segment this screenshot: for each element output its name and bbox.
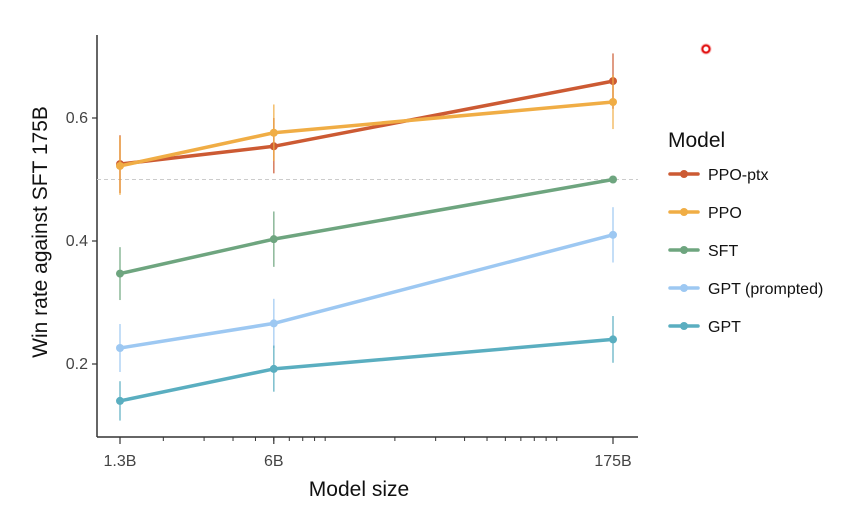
data-point-ppo [609,98,617,107]
y-tick-label: 0.2 [66,356,88,373]
data-point-gpt [609,335,617,344]
legend-label-ppo-ptx: PPO-ptx [708,167,768,184]
x-tick-label: 6B [264,453,284,470]
data-point-sft [269,235,278,244]
y-tick-label: 0.4 [66,233,88,250]
data-point-ppo [116,161,124,170]
plot-area: 0.2 0.4 0.6 1.3B 6B 175B [66,35,638,470]
legend-marker-ppo-ptx [680,170,688,178]
legend-marker-gpt [680,322,688,330]
series-line-sft [118,177,615,276]
data-point-gpt-prompted [609,230,617,239]
x-axis-title: Model size [309,478,409,501]
legend: PPO-ptx PPO SFT GPT (prompted) GPT [668,167,823,336]
legend-marker-ppo [680,208,688,216]
data-point-gpt-prompted [116,344,124,353]
legend-marker-sft [680,246,688,254]
series-line-gpt [118,337,615,403]
legend-label-ppo: PPO [708,205,742,222]
legend-label-gpt-prompted: GPT (prompted) [708,281,823,298]
data-point-sft [609,175,617,184]
data-point-gpt-prompted [269,319,278,328]
x-tick-label: 1.3B [104,453,137,470]
data-point-ppo [269,128,278,137]
y-axis-title: Win rate against SFT 175B [29,106,52,358]
data-point-gpt [269,364,278,373]
data-point-gpt [116,396,124,405]
y-tick-label: 0.6 [66,110,88,127]
data-point-sft [116,269,124,278]
legend-label-sft: SFT [708,243,738,260]
cursor-indicator [700,43,712,55]
series-line-gpt-prompted [118,233,615,350]
x-tick-label: 175B [594,453,631,470]
legend-marker-gpt-prompted [680,284,688,292]
legend-label-gpt: GPT [708,319,741,336]
legend-title: Model [668,129,725,152]
